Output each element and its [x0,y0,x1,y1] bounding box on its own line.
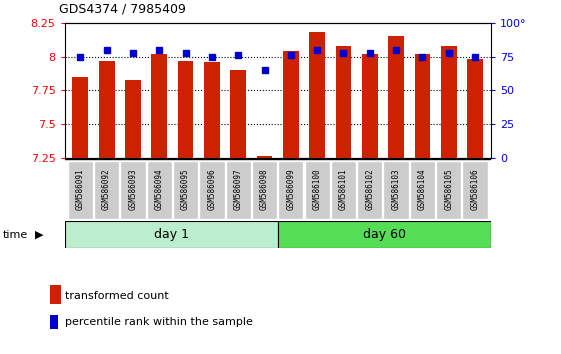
Text: GSM586105: GSM586105 [444,169,453,210]
Bar [65,221,278,248]
Text: GSM586100: GSM586100 [312,169,321,210]
Text: GSM586103: GSM586103 [392,169,401,210]
Text: time: time [3,229,28,240]
Bar [441,46,457,158]
FancyBboxPatch shape [68,160,93,219]
FancyBboxPatch shape [436,160,461,219]
FancyBboxPatch shape [199,160,224,219]
Bar [335,46,351,158]
FancyBboxPatch shape [146,160,172,219]
FancyBboxPatch shape [331,160,356,219]
Bar [99,61,114,158]
Text: day 60: day 60 [363,228,406,241]
Bar [125,80,141,158]
FancyBboxPatch shape [278,160,304,219]
Bar [204,62,220,158]
FancyBboxPatch shape [120,160,145,219]
Text: GSM586098: GSM586098 [260,169,269,210]
Bar [283,51,299,158]
Bar [388,36,404,158]
Text: percentile rank within the sample: percentile rank within the sample [65,317,252,327]
Text: GSM586093: GSM586093 [128,169,137,210]
Text: GSM586096: GSM586096 [208,169,217,210]
Text: GSM586102: GSM586102 [365,169,374,210]
Text: transformed count: transformed count [65,291,168,301]
Bar [467,59,483,158]
FancyBboxPatch shape [94,160,119,219]
Text: GDS4374 / 7985409: GDS4374 / 7985409 [59,3,186,16]
Bar [178,61,194,158]
Text: GSM586097: GSM586097 [234,169,243,210]
Text: day 1: day 1 [154,228,188,241]
FancyBboxPatch shape [173,160,198,219]
Text: GSM586092: GSM586092 [102,169,111,210]
Bar [362,54,378,158]
FancyBboxPatch shape [384,160,409,219]
Text: GSM586094: GSM586094 [155,169,164,210]
Text: GSM586101: GSM586101 [339,169,348,210]
FancyBboxPatch shape [410,160,435,219]
Bar [231,70,246,158]
FancyBboxPatch shape [252,160,277,219]
Bar [309,33,325,158]
Bar [72,77,88,158]
Text: GSM586099: GSM586099 [286,169,295,210]
Bar [415,54,430,158]
Text: ▶: ▶ [35,229,43,240]
Bar [278,221,491,248]
FancyBboxPatch shape [226,160,251,219]
FancyBboxPatch shape [357,160,383,219]
FancyBboxPatch shape [305,160,330,219]
Bar [151,54,167,158]
Text: GSM586095: GSM586095 [181,169,190,210]
Bar [256,156,273,158]
FancyBboxPatch shape [462,160,488,219]
Text: GSM586091: GSM586091 [76,169,85,210]
Text: GSM586106: GSM586106 [471,169,480,210]
Text: GSM586104: GSM586104 [418,169,427,210]
